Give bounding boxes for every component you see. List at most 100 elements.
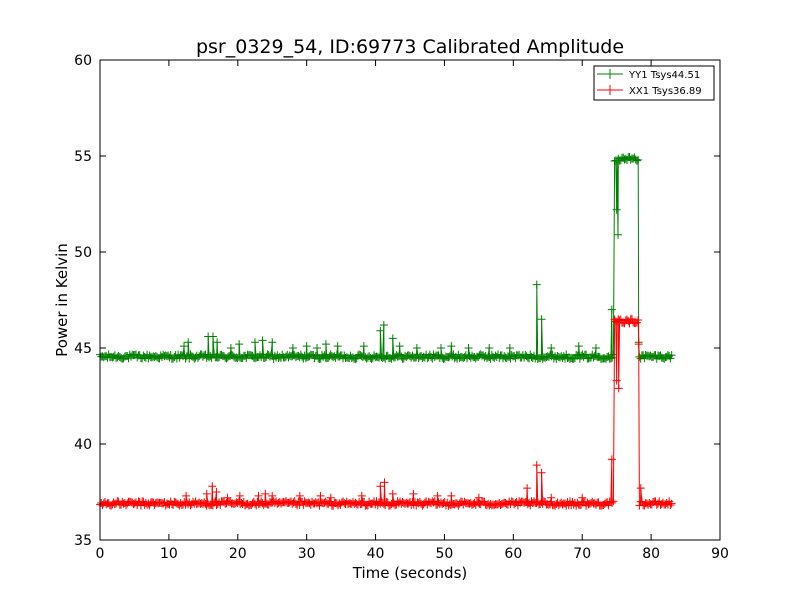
data-point-marker: [612, 205, 621, 214]
data-point-marker: [380, 478, 389, 487]
data-point-marker: [667, 499, 676, 508]
data-point-marker: [396, 350, 405, 359]
data-point-marker: [485, 344, 494, 352]
legend: YY1 Tsys44.51 XX1 Tsys36.89: [593, 65, 715, 101]
data-point-marker: [666, 501, 675, 510]
data-point-marker: [254, 491, 263, 500]
data-point-marker: [447, 342, 456, 351]
data-point-marker: [627, 314, 636, 323]
x-tick-label: 10: [160, 546, 178, 562]
legend-label-xx1: XX1 Tsys36.89: [629, 86, 702, 97]
data-point-marker: [388, 489, 397, 498]
data-point-marker: [634, 155, 643, 164]
x-tick-label: 70: [573, 546, 591, 562]
data-point-marker: [636, 484, 645, 493]
data-point-marker: [666, 354, 675, 363]
data-point-marker: [376, 326, 385, 335]
data-point-marker: [261, 489, 270, 498]
y-axis-ticks: 35 40 45 50 55 60: [74, 53, 720, 549]
data-point-marker: [632, 156, 641, 165]
x-axis-ticks: 0 10 20 30 40 50 60 70 80 90: [96, 60, 729, 562]
data-point-marker: [326, 493, 335, 502]
series-layer: [96, 152, 676, 510]
legend-marker-xx1: [605, 85, 615, 95]
data-point-marker: [226, 344, 235, 352]
data-point-marker: [202, 489, 211, 498]
data-point-marker: [437, 344, 445, 352]
y-tick-label: 35: [74, 533, 92, 549]
data-point-marker: [288, 344, 297, 352]
data-point-marker: [614, 230, 623, 239]
data-point-marker: [388, 334, 397, 343]
data-point-marker: [182, 491, 191, 500]
data-point-marker: [395, 342, 404, 351]
y-tick-label: 45: [74, 341, 92, 357]
data-point-marker: [313, 344, 321, 352]
data-point-marker: [208, 482, 217, 491]
x-tick-label: 30: [298, 546, 316, 562]
data-point-marker: [634, 340, 643, 349]
data-point-marker: [612, 376, 621, 385]
series-yy1: [96, 152, 676, 363]
data-point-marker: [251, 338, 259, 347]
legend-label-yy1: YY1 Tsys44.51: [628, 70, 700, 81]
data-point-marker: [532, 280, 541, 289]
data-point-marker: [409, 489, 418, 498]
x-tick-label: 90: [711, 546, 729, 562]
data-point-marker: [547, 344, 556, 352]
data-point-marker: [184, 338, 193, 347]
data-point-marker: [359, 342, 368, 351]
x-tick-label: 60: [504, 546, 522, 562]
data-point-marker: [333, 342, 342, 351]
data-point-marker: [607, 305, 616, 314]
data-point-marker: [574, 342, 583, 351]
data-point-marker: [258, 336, 267, 345]
data-point-marker: [302, 342, 311, 351]
data-point-marker: [523, 484, 532, 493]
y-tick-label: 55: [74, 149, 92, 165]
data-point-marker: [208, 332, 217, 341]
data-point-marker: [607, 455, 616, 464]
data-point-marker: [608, 498, 617, 507]
data-point-marker: [321, 340, 330, 349]
legend-box: [593, 65, 715, 101]
y-tick-label: 40: [74, 437, 92, 453]
data-point-marker: [505, 344, 514, 352]
data-point-marker: [614, 384, 623, 393]
data-point-marker: [447, 491, 456, 500]
data-point-marker: [537, 468, 546, 477]
data-point-marker: [634, 315, 643, 324]
data-point-marker: [213, 338, 222, 347]
y-tick-label: 50: [74, 245, 92, 261]
x-tick-label: 40: [367, 546, 385, 562]
data-point-marker: [357, 491, 366, 500]
data-point-marker: [235, 340, 244, 349]
data-point-marker: [180, 342, 189, 351]
y-tick-label: 60: [74, 53, 92, 69]
data-point-marker: [667, 351, 676, 360]
x-axis-label: Time (seconds): [352, 564, 468, 582]
legend-marker-yy1: [605, 69, 615, 79]
series-xx1: [96, 314, 676, 510]
data-point-marker: [296, 350, 305, 359]
data-point-marker: [464, 344, 473, 352]
data-point-marker: [376, 482, 385, 491]
data-point-marker: [295, 491, 304, 500]
data-point-marker: [379, 320, 388, 329]
data-point-marker: [433, 491, 442, 500]
data-point-marker: [235, 491, 244, 500]
chart-title: psr_0329_54, ID:69773 Calibrated Amplitu…: [196, 36, 624, 58]
data-point-marker: [532, 461, 541, 470]
data-point-marker: [609, 497, 618, 506]
plot-frame: [99, 59, 721, 541]
x-tick-label: 80: [642, 546, 660, 562]
data-point-marker: [537, 315, 546, 324]
data-point-marker: [412, 344, 421, 352]
x-tick-label: 20: [229, 546, 247, 562]
y-axis-label: Power in Kelvin: [53, 243, 71, 357]
data-point-marker: [268, 338, 277, 347]
data-point-marker: [212, 488, 221, 496]
x-tick-label: 50: [436, 546, 454, 562]
x-tick-label: 0: [96, 546, 105, 562]
